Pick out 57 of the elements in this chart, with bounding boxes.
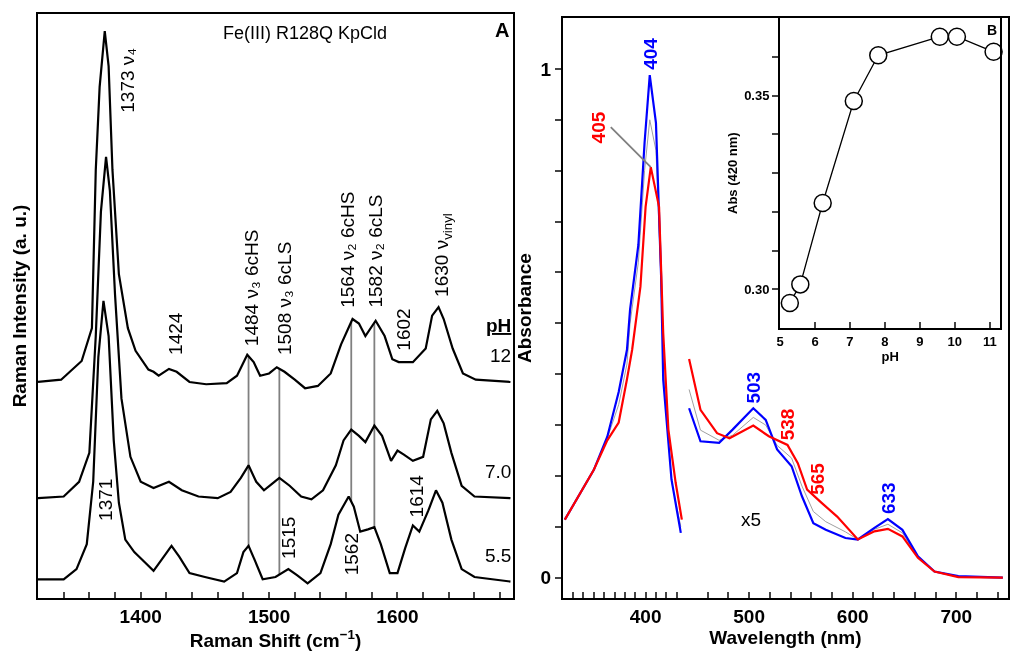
x-axis-title: Raman Shift (cm$^{−1}$) [189,626,362,651]
x-tick-label: 11 [982,333,997,349]
y-tick-label: 0.30 [744,281,770,297]
annotation: 1515 [277,516,299,559]
point [930,27,950,46]
x-axis-title: Wavelength (nm) [709,626,862,648]
y-tick-label: 1 [540,58,552,80]
series-label: 5.5 [485,545,512,566]
annotation: 1373 ν₄ [117,47,139,113]
annotation: 633 [877,482,899,515]
chart-title: Fe(III) R128Q KpCld [223,23,388,43]
x-tick-label: 1400 [119,605,162,627]
x-tick-label: 500 [733,605,765,627]
x-axis-title: pH [881,348,899,364]
y-axis-title: Abs (420 nm) [724,132,740,214]
x-tick-label: 1500 [247,605,291,627]
x-tick-label: 8 [881,333,889,349]
annotation: 565 [807,462,829,495]
annotation: 1484 ν₃ 6cHS [241,229,263,347]
y-axis-title: Raman Intensity (a. u.) [9,204,31,408]
x-tick-label: 1600 [376,605,419,627]
annotation: x5 [741,509,762,530]
x-tick-label: 6 [811,333,819,349]
annotation: 1371 [94,478,116,521]
series-label: 12 [490,345,512,366]
annotation: 503 [743,371,765,404]
x-tick-label: 5 [776,333,784,349]
x-tick-label: 10 [947,333,963,349]
x-tick-label: 700 [940,605,973,627]
annotation: 1582 ν₂ 6cLS [364,194,386,308]
point [813,193,832,213]
annotation: 1614 [406,474,428,518]
point [869,46,888,65]
annotation: 538 [776,408,798,441]
y-axis-title: Absorbance [513,253,535,363]
point [780,293,800,313]
point [984,42,1003,62]
legend-title: pH [486,315,512,336]
series-label: 7.0 [485,461,512,482]
annotation: 404 [639,37,661,70]
annotation: 1508 ν₃ 6cLS [273,241,295,356]
x-tick-label: 400 [629,605,662,627]
annotation: 1562 [341,532,363,576]
annotation: A [495,19,510,41]
point [791,275,810,294]
x-tick-label: 600 [836,605,869,627]
annotation: 1602 [392,308,414,351]
annotation: B [987,22,998,38]
x-tick-label: 9 [916,333,924,349]
point [844,91,864,111]
y-tick-label: 0.35 [744,88,770,104]
x-tick-label: 7 [846,333,854,349]
annotation: 1564 ν₂ 6cHS [337,191,358,308]
y-tick-label: 0 [540,567,551,589]
annotation: 405 [588,111,610,144]
annotation: 1424 [164,312,186,355]
point [947,27,967,46]
